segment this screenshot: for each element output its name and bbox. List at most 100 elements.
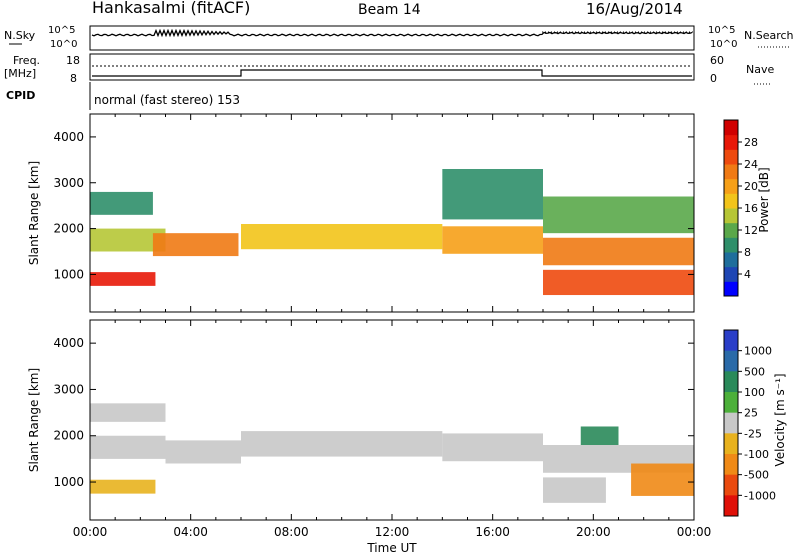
colorbar-tick-label: 25: [744, 407, 758, 420]
colorbar-tick-label: 28: [744, 136, 758, 149]
colorbar-tick-label: 100: [744, 386, 765, 399]
power-colorbar-label: Power [dB]: [757, 167, 771, 232]
heatmap-band: [543, 477, 606, 503]
x-tick-label: 00:00: [73, 525, 108, 539]
x-tick-label: 00:00: [677, 525, 712, 539]
heatmap-band: [90, 403, 166, 422]
power-heatmap: [90, 169, 694, 296]
nsearch-label: N.Search: [744, 29, 794, 42]
colorbar-swatch: [724, 281, 738, 297]
date-label: 16/Aug/2014: [586, 0, 683, 18]
heatmap-band: [580, 426, 619, 445]
colorbar-frame: [723, 329, 739, 517]
colorbar-tick-label: 16: [744, 202, 758, 215]
noise-sky-line: [91, 28, 693, 38]
heatmap-band: [90, 435, 166, 459]
colorbar-swatch: [724, 252, 738, 268]
beam-label: Beam 14: [358, 2, 421, 18]
freq-label: Freq.: [13, 54, 40, 67]
colorbar-swatch: [724, 149, 738, 165]
nave-tick-top: 60: [710, 54, 724, 67]
colorbar-swatch: [724, 330, 738, 352]
y-tick-label: 1000: [53, 267, 84, 281]
nave-label: Nave: [746, 63, 774, 76]
heatmap-band: [241, 431, 443, 457]
heatmap-band: [152, 233, 239, 257]
y-tick-label: 4000: [53, 130, 84, 144]
chart-title: Hankasalmi (fitACF): [92, 0, 250, 17]
velocity-panel: 1000 2000 3000 4000 Slant Range [km]: [27, 319, 695, 521]
velocity-ylabel: Slant Range [km]: [27, 368, 41, 472]
freq-line: [92, 69, 692, 77]
freq-tick-top: 18: [66, 54, 80, 67]
power-colorbar: 4 8 12 16 20 24 28 Power [dB]: [723, 119, 771, 297]
colorbar-tick-label: 1000: [744, 345, 772, 358]
colorbar-tick-label: 12: [744, 224, 758, 237]
colorbar-tick-label: 500: [744, 365, 765, 378]
power-axes: 1000 2000 3000 4000: [53, 114, 695, 312]
noise-tick-left-top: 10^5: [48, 25, 75, 36]
colorbar-swatch: [724, 222, 738, 238]
heatmap-band: [241, 224, 443, 250]
heatmap-band: [543, 196, 694, 234]
y-tick-label: 3000: [53, 382, 84, 396]
heatmap-band: [442, 433, 543, 462]
colorbar-tick-label: 20: [744, 180, 758, 193]
colorbar-swatch: [724, 266, 738, 282]
x-axis-ticks: 00:00 04:00 08:00 12:00 16:00 20:00 00:00: [73, 525, 712, 539]
freq-unit: [MHz]: [4, 67, 36, 80]
x-tick-label: 08:00: [274, 525, 309, 539]
heatmap-band: [90, 479, 156, 494]
heatmap-band: [442, 226, 543, 254]
y-tick-label: 4000: [53, 336, 84, 350]
colorbar-swatch: [724, 454, 738, 476]
colorbar-tick-label: 8: [744, 246, 751, 259]
velocity-heatmap: [90, 403, 694, 503]
colorbar-swatch: [724, 474, 738, 496]
colorbar-tick-label: -100: [744, 448, 769, 461]
heatmap-band: [90, 228, 166, 252]
noise-tick-right-bottom: 10^0: [710, 39, 737, 50]
nsky-label: N.Sky: [4, 29, 36, 42]
nave-tick-bottom: 0: [710, 72, 717, 85]
colorbar-swatch: [724, 120, 738, 136]
colorbar-swatch: [724, 371, 738, 393]
colorbar-tick-label: -25: [744, 427, 762, 440]
heatmap-band: [442, 169, 543, 220]
x-tick-label: 12:00: [375, 525, 410, 539]
velocity-colorbar: 1000 500 100 25 -25 -100 -500 -1000 Velocity [m…: [723, 329, 787, 517]
freq-tick-bottom: 8: [70, 72, 77, 85]
x-tick-label: 16:00: [475, 525, 510, 539]
colorbar-swatch: [724, 164, 738, 180]
y-tick-label: 1000: [53, 475, 84, 489]
colorbar-swatch: [724, 433, 738, 455]
power-panel: 1000 2000 3000 4000 Slant Range [km]: [27, 113, 695, 313]
velocity-axes: 1000 2000 3000 4000: [53, 320, 695, 520]
colorbar-swatch: [724, 208, 738, 224]
colorbar-swatch: [724, 193, 738, 209]
heatmap-band: [543, 269, 694, 296]
heatmap-band: [90, 272, 156, 286]
cpid-label: CPID: [6, 89, 35, 102]
y-tick-label: 2000: [53, 222, 84, 236]
colorbar-swatch: [724, 237, 738, 253]
colorbar-swatch: [724, 178, 738, 194]
noise-panel: N.Sky 10^5 10^0 10^5 10^0 N.Search: [4, 25, 794, 51]
colorbar-swatch: [724, 392, 738, 414]
power-ylabel: Slant Range [km]: [27, 161, 41, 265]
freq-panel: Freq. [MHz] 18 8 60 0 Nave: [4, 53, 774, 85]
colorbar-tick-label: -500: [744, 469, 769, 482]
colorbar-swatch: [724, 495, 738, 517]
colorbar-tick-label: 4: [744, 268, 751, 281]
y-tick-label: 2000: [53, 429, 84, 443]
heatmap-band: [631, 463, 694, 496]
heatmap-band: [90, 191, 153, 215]
noise-tick-right-top: 10^5: [708, 25, 735, 36]
colorbar-swatch: [724, 350, 738, 372]
heatmap-band: [165, 440, 241, 464]
cpid-text: normal (fast stereo) 153: [94, 93, 240, 107]
x-axis-label: Time UT: [366, 541, 417, 554]
x-tick-label: 04:00: [173, 525, 208, 539]
colorbar-swatch: [724, 412, 738, 434]
